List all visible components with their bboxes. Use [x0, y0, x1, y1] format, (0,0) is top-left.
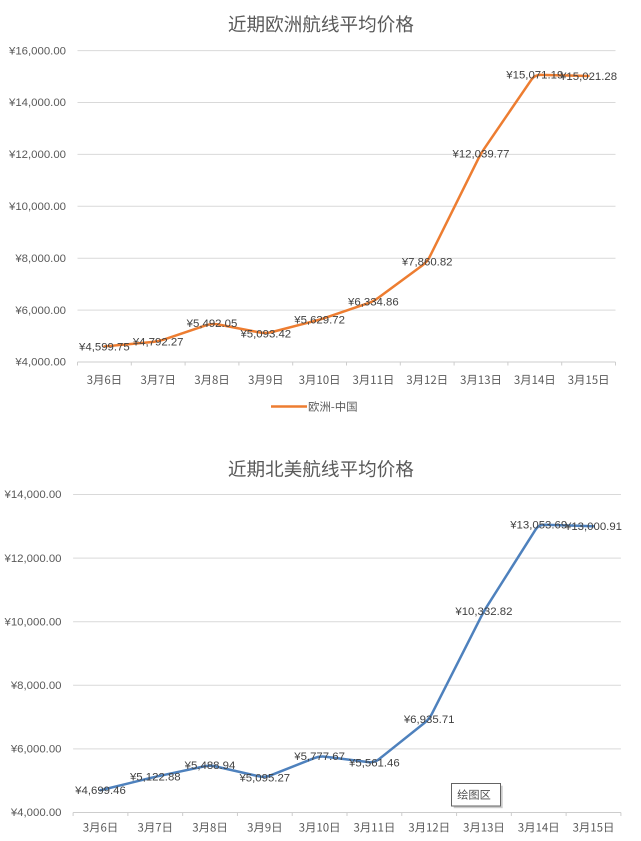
svg-text:¥15,021.28: ¥15,021.28 [559, 71, 617, 83]
svg-text:¥4,000.00: ¥4,000.00 [14, 357, 66, 369]
svg-text:¥6,334.86: ¥6,334.86 [347, 296, 399, 308]
svg-text:¥14,000.00: ¥14,000.00 [8, 97, 66, 109]
svg-text:¥10,332.82: ¥10,332.82 [454, 606, 512, 618]
svg-text:¥4,599.75: ¥4,599.75 [78, 341, 130, 353]
svg-text:¥4,699.46: ¥4,699.46 [74, 785, 126, 797]
svg-text:¥5,488.94: ¥5,488.94 [184, 760, 236, 772]
svg-text:¥5,492.05: ¥5,492.05 [186, 318, 238, 330]
svg-text:¥4,000.00: ¥4,000.00 [10, 807, 62, 819]
svg-text:¥7,860.82: ¥7,860.82 [401, 257, 453, 269]
svg-text:¥8,000.00: ¥8,000.00 [10, 680, 62, 692]
svg-text:¥14,000.00: ¥14,000.00 [3, 489, 61, 501]
svg-text:¥6,935.71: ¥6,935.71 [403, 714, 455, 726]
svg-text:¥13,053.69: ¥13,053.69 [509, 520, 567, 532]
svg-text:¥5,122.88: ¥5,122.88 [129, 772, 181, 784]
svg-text:¥10,000.00: ¥10,000.00 [8, 201, 66, 213]
svg-text:¥5,629.72: ¥5,629.72 [293, 315, 345, 327]
svg-text:¥6,000.00: ¥6,000.00 [10, 744, 62, 756]
svg-text:¥8,000.00: ¥8,000.00 [14, 253, 66, 265]
svg-text:¥12,039.77: ¥12,039.77 [451, 148, 509, 160]
svg-text:¥12,000.00: ¥12,000.00 [3, 553, 61, 565]
svg-text:¥13,000.91: ¥13,000.91 [564, 521, 622, 533]
svg-text:¥6,000.00: ¥6,000.00 [14, 305, 66, 317]
svg-text:¥12,000.00: ¥12,000.00 [8, 149, 66, 161]
svg-text:¥16,000.00: ¥16,000.00 [8, 45, 66, 57]
svg-text:¥10,000.00: ¥10,000.00 [3, 616, 61, 628]
svg-text:¥15,071.19: ¥15,071.19 [505, 70, 563, 82]
svg-text:¥5,561.46: ¥5,561.46 [348, 758, 400, 770]
svg-text:¥5,093.42: ¥5,093.42 [239, 329, 291, 341]
svg-text:¥5,777.67: ¥5,777.67 [293, 751, 345, 763]
svg-text:¥5,095.27: ¥5,095.27 [238, 773, 290, 785]
svg-text:¥4,792.27: ¥4,792.27 [132, 336, 184, 348]
